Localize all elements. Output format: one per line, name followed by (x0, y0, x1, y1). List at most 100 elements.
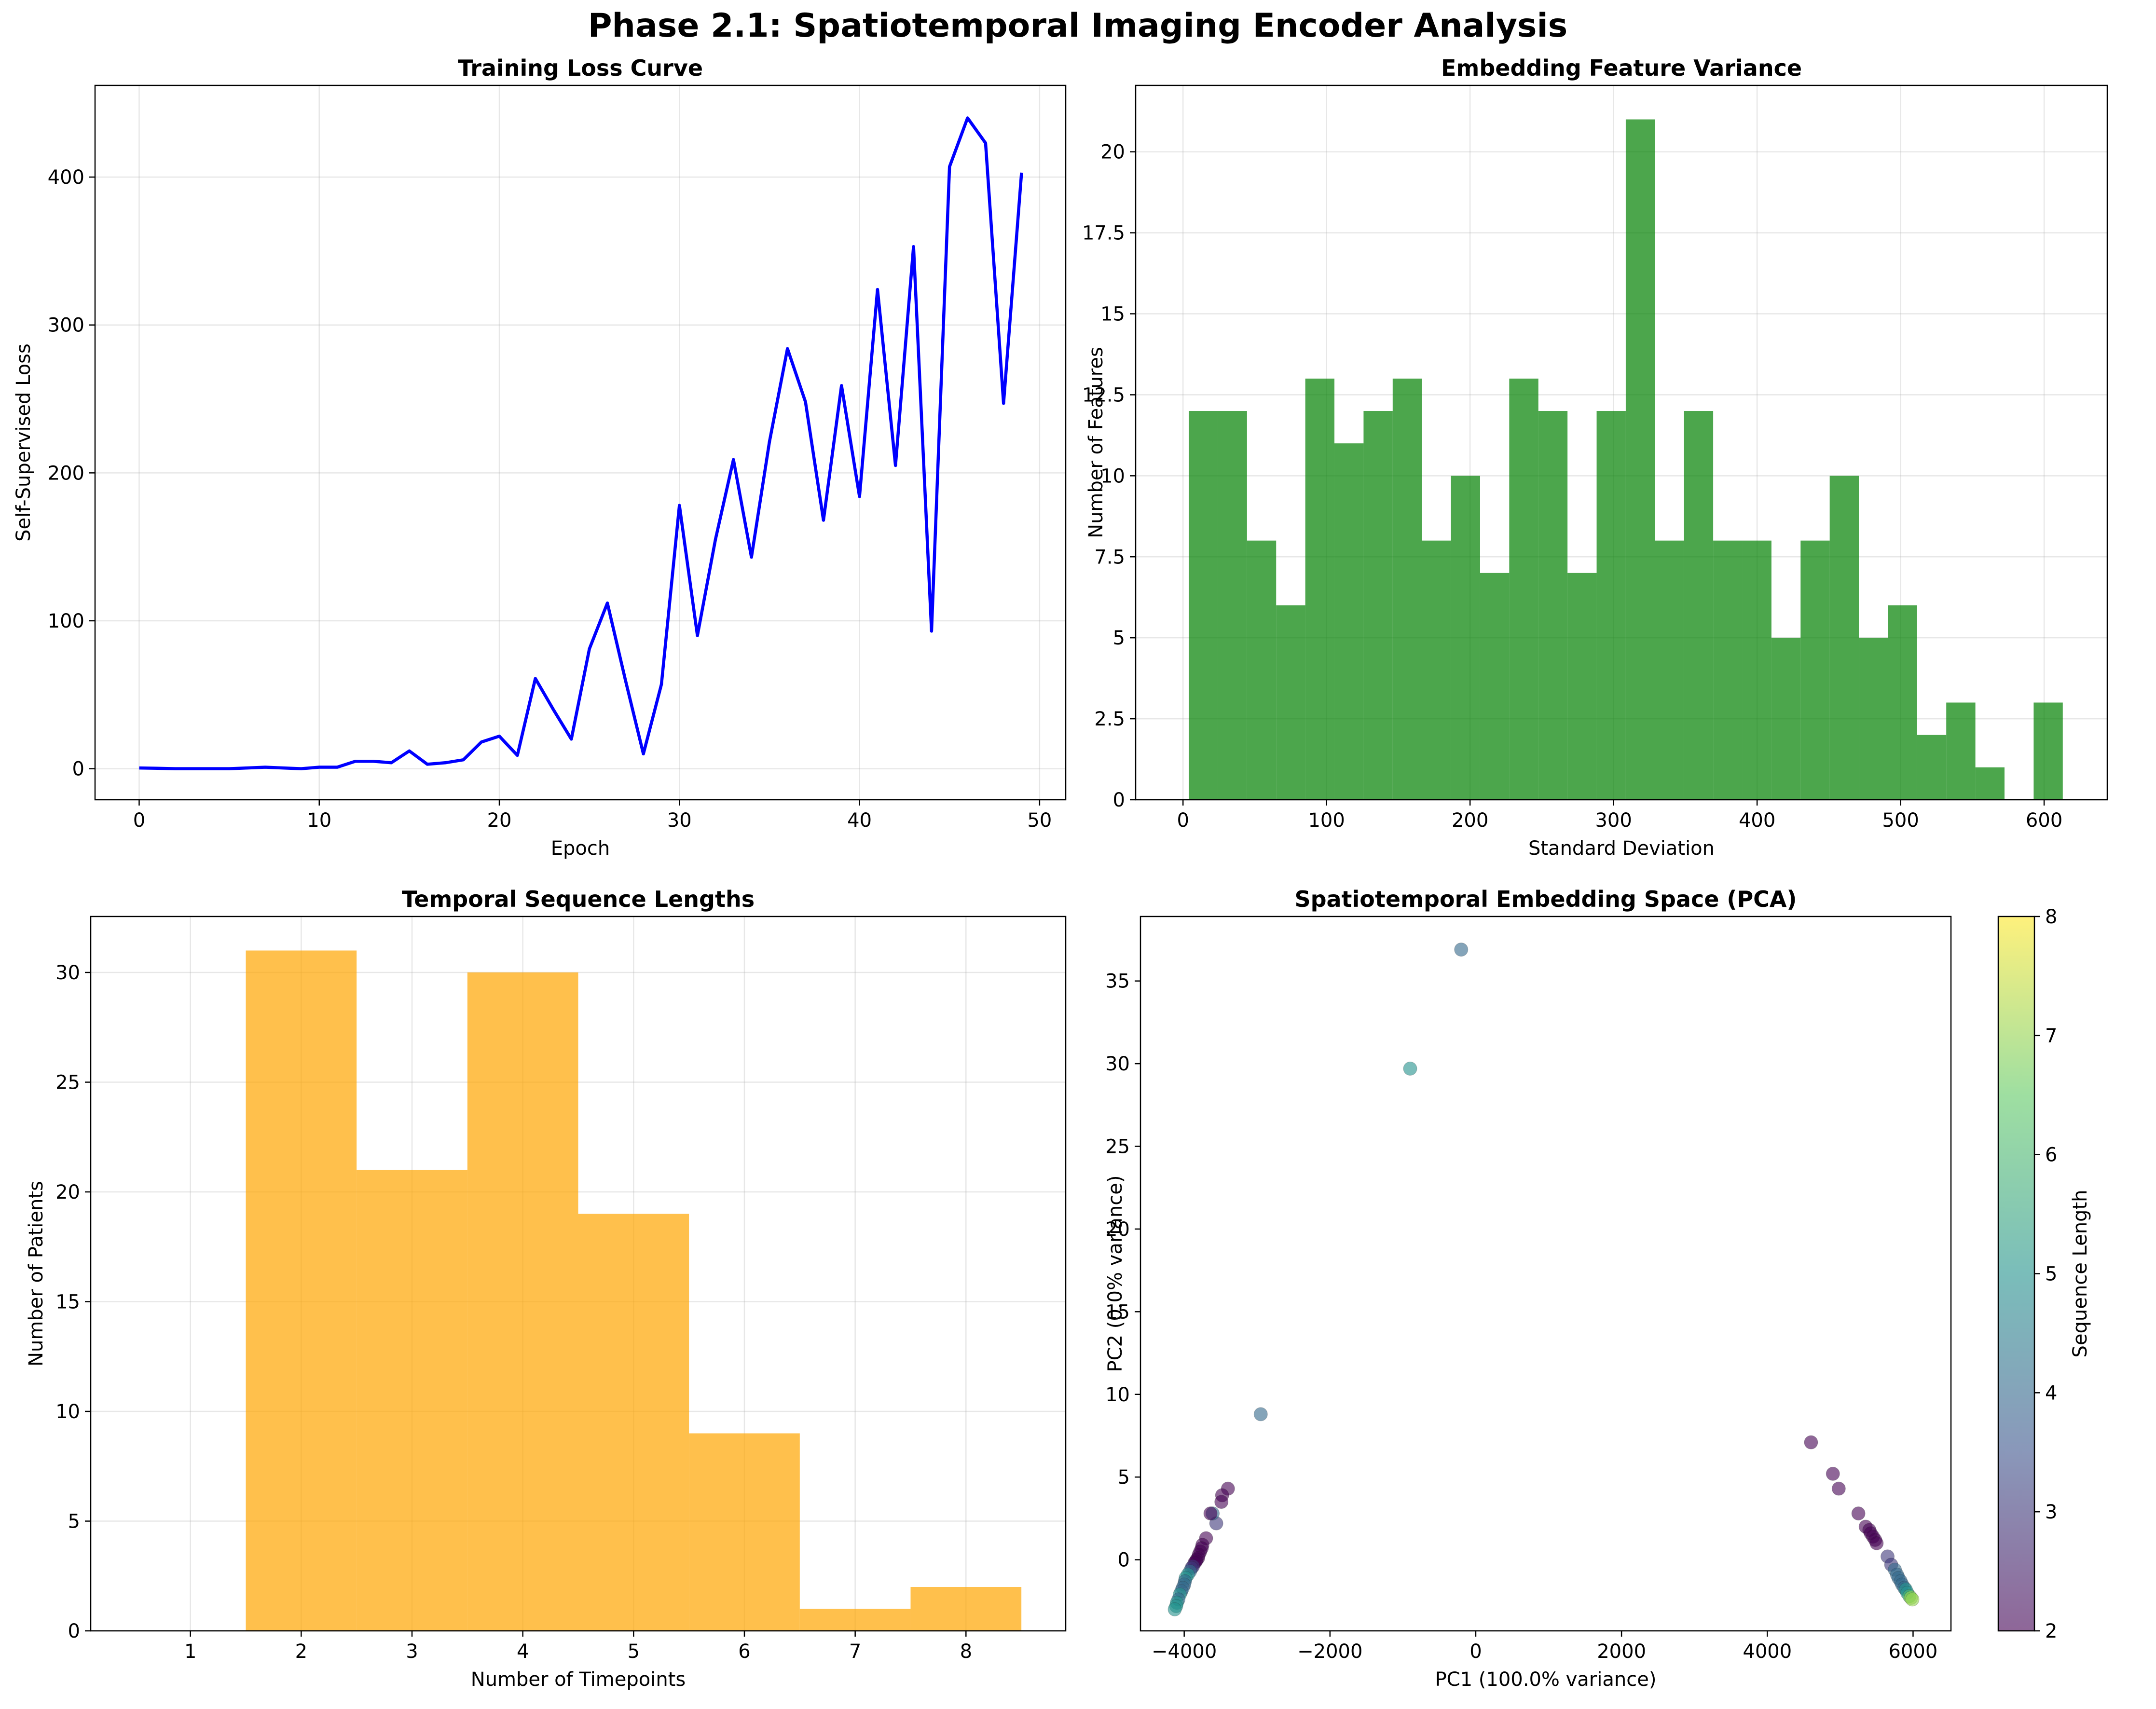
y-tick-label: 20 (55, 1181, 80, 1203)
y-tick-label: 5 (68, 1511, 80, 1533)
y-axis-label: Number of Patients (25, 1181, 47, 1367)
x-tick-label: 500 (1882, 809, 1919, 832)
x-tick-label: 4000 (1743, 1641, 1792, 1663)
y-tick-label: 10 (55, 1401, 80, 1423)
loss-series-line (139, 116, 1023, 770)
x-tick-label: 300 (1595, 809, 1632, 832)
x-tick-label: −2000 (1297, 1641, 1362, 1663)
scatter-point (1454, 943, 1469, 957)
x-tick-label: 40 (847, 809, 872, 832)
chart-pca-embedding: −4000 −2000 0 2000 4000 6000 0 5 10 15 20 25 30 35 Spa… (1104, 886, 1952, 1691)
scatter-point (1203, 1506, 1218, 1521)
y-tick-label: 0 (1118, 1549, 1130, 1572)
histogram-bar (1596, 411, 1626, 800)
histogram-bar (689, 1433, 800, 1631)
x-tick-label: 20 (487, 809, 512, 832)
scatter-point (1831, 1481, 1846, 1496)
y-tick-label: 10 (1100, 465, 1125, 487)
colorbar-label: Sequence Length (2069, 1190, 2091, 1358)
colorbar-tick-label: 6 (2045, 1144, 2057, 1166)
y-tick-label: 5 (1118, 1466, 1130, 1489)
y-tick-label: 25 (1105, 1136, 1130, 1158)
scatter-point (1253, 1407, 1268, 1422)
x-tick-label: 7 (849, 1641, 861, 1663)
histogram-bar (1363, 411, 1393, 800)
x-tick-label: 0 (1177, 809, 1189, 832)
x-tick-label: 30 (667, 809, 692, 832)
histogram-bar (578, 1214, 689, 1631)
histogram-bar (1625, 119, 1655, 800)
scatter-point (1851, 1506, 1866, 1521)
histogram-bar (1771, 638, 1801, 800)
x-tick-label: 200 (1452, 809, 1488, 832)
histogram-bar (1829, 476, 1859, 800)
axes-frame (1140, 916, 1952, 1632)
figure-suptitle: Phase 2.1: Spatiotemporal Imaging Encode… (588, 7, 1568, 45)
y-tick-label: 15 (1100, 303, 1125, 326)
histogram-bar (1392, 378, 1422, 800)
histogram-bar (357, 1170, 467, 1631)
y-tick-label: 20 (1100, 141, 1125, 164)
histogram-bar (1917, 735, 1947, 800)
x-axis-label: Standard Deviation (1528, 837, 1715, 860)
axes-frame (94, 84, 1067, 801)
x-tick-label: 600 (2026, 809, 2062, 832)
x-axis-label: PC1 (100.0% variance) (1435, 1668, 1657, 1691)
histogram-bar (1567, 573, 1597, 800)
colorbar-fill (1998, 916, 2034, 1631)
colorbar-tick-label: 3 (2045, 1501, 2057, 1523)
y-tick-label: 15 (1105, 1301, 1130, 1323)
x-tick-label: 1 (184, 1641, 196, 1663)
x-tick-label: 0 (1469, 1641, 1482, 1663)
x-tick-label: 6 (738, 1641, 750, 1663)
scatter-point (1869, 1536, 1884, 1550)
x-tick-label: 3 (406, 1641, 418, 1663)
y-tick-label: 2.5 (1094, 708, 1125, 730)
histogram-bar (1422, 540, 1451, 800)
y-tick-label: 20 (1105, 1218, 1130, 1241)
scatter-point (1804, 1435, 1818, 1449)
histogram-bar (1276, 605, 1305, 800)
colorbar-tick-label: 4 (2045, 1382, 2057, 1404)
y-tick-label: 10 (1105, 1384, 1130, 1406)
histogram-bar (1509, 378, 1538, 800)
y-tick-label: 200 (48, 462, 84, 484)
histogram-bar (1334, 443, 1364, 800)
y-tick-label: 25 (55, 1072, 80, 1094)
histogram-bar (1888, 605, 1917, 800)
pca-colorbar: 2 3 4 5 6 7 8 Sequence Length (1997, 906, 2091, 1642)
chart-sequence-lengths: 1 2 3 4 5 6 7 8 0 5 10 15 20 25 30 Temporal Sequence Le… (25, 886, 1067, 1691)
scatter-point (1214, 1495, 1229, 1509)
chart-title: Spatiotemporal Embedding Space (PCA) (1294, 886, 1797, 912)
y-tick-label: 30 (1105, 1053, 1130, 1075)
histogram-bar (1218, 411, 1247, 800)
histogram-bar (2033, 702, 2063, 800)
histogram-bar (1713, 540, 1743, 800)
scatter-point (1826, 1466, 1840, 1481)
y-axis-label: Self-Supervised Loss (13, 343, 35, 542)
histogram-bar (467, 972, 578, 1631)
y-tick-label: 100 (48, 610, 84, 632)
x-tick-label: 6000 (1889, 1641, 1938, 1663)
y-tick-label: 12.5 (1082, 384, 1125, 406)
chart-title: Training Loss Curve (458, 55, 703, 81)
scatter-point (1167, 1602, 1182, 1616)
x-tick-label: 2 (295, 1641, 307, 1663)
scatter-point (1905, 1592, 1920, 1607)
y-tick-label: 0 (72, 758, 84, 780)
colorbar-tick-label: 2 (2045, 1620, 2057, 1642)
histogram-bar (1684, 411, 1714, 800)
y-tick-label: 0 (1113, 789, 1125, 811)
scatter-point (1403, 1061, 1417, 1076)
x-tick-label: 2000 (1597, 1641, 1646, 1663)
histogram-bar (1975, 767, 2005, 800)
chart-feature-variance: 0 100 200 300 400 500 600 0 2.5 5 7.5 10 12.5 15 17.5 2… (1082, 55, 2108, 860)
histogram-bar (1451, 476, 1480, 800)
x-tick-label: 100 (1308, 809, 1345, 832)
y-tick-label: 15 (55, 1291, 80, 1313)
colorbar-tick-label: 7 (2045, 1025, 2057, 1047)
y-tick-label: 5 (1113, 627, 1125, 649)
histogram-bar (1800, 540, 1830, 800)
axes-frame (90, 916, 1067, 1632)
histogram-bar (1247, 540, 1277, 800)
